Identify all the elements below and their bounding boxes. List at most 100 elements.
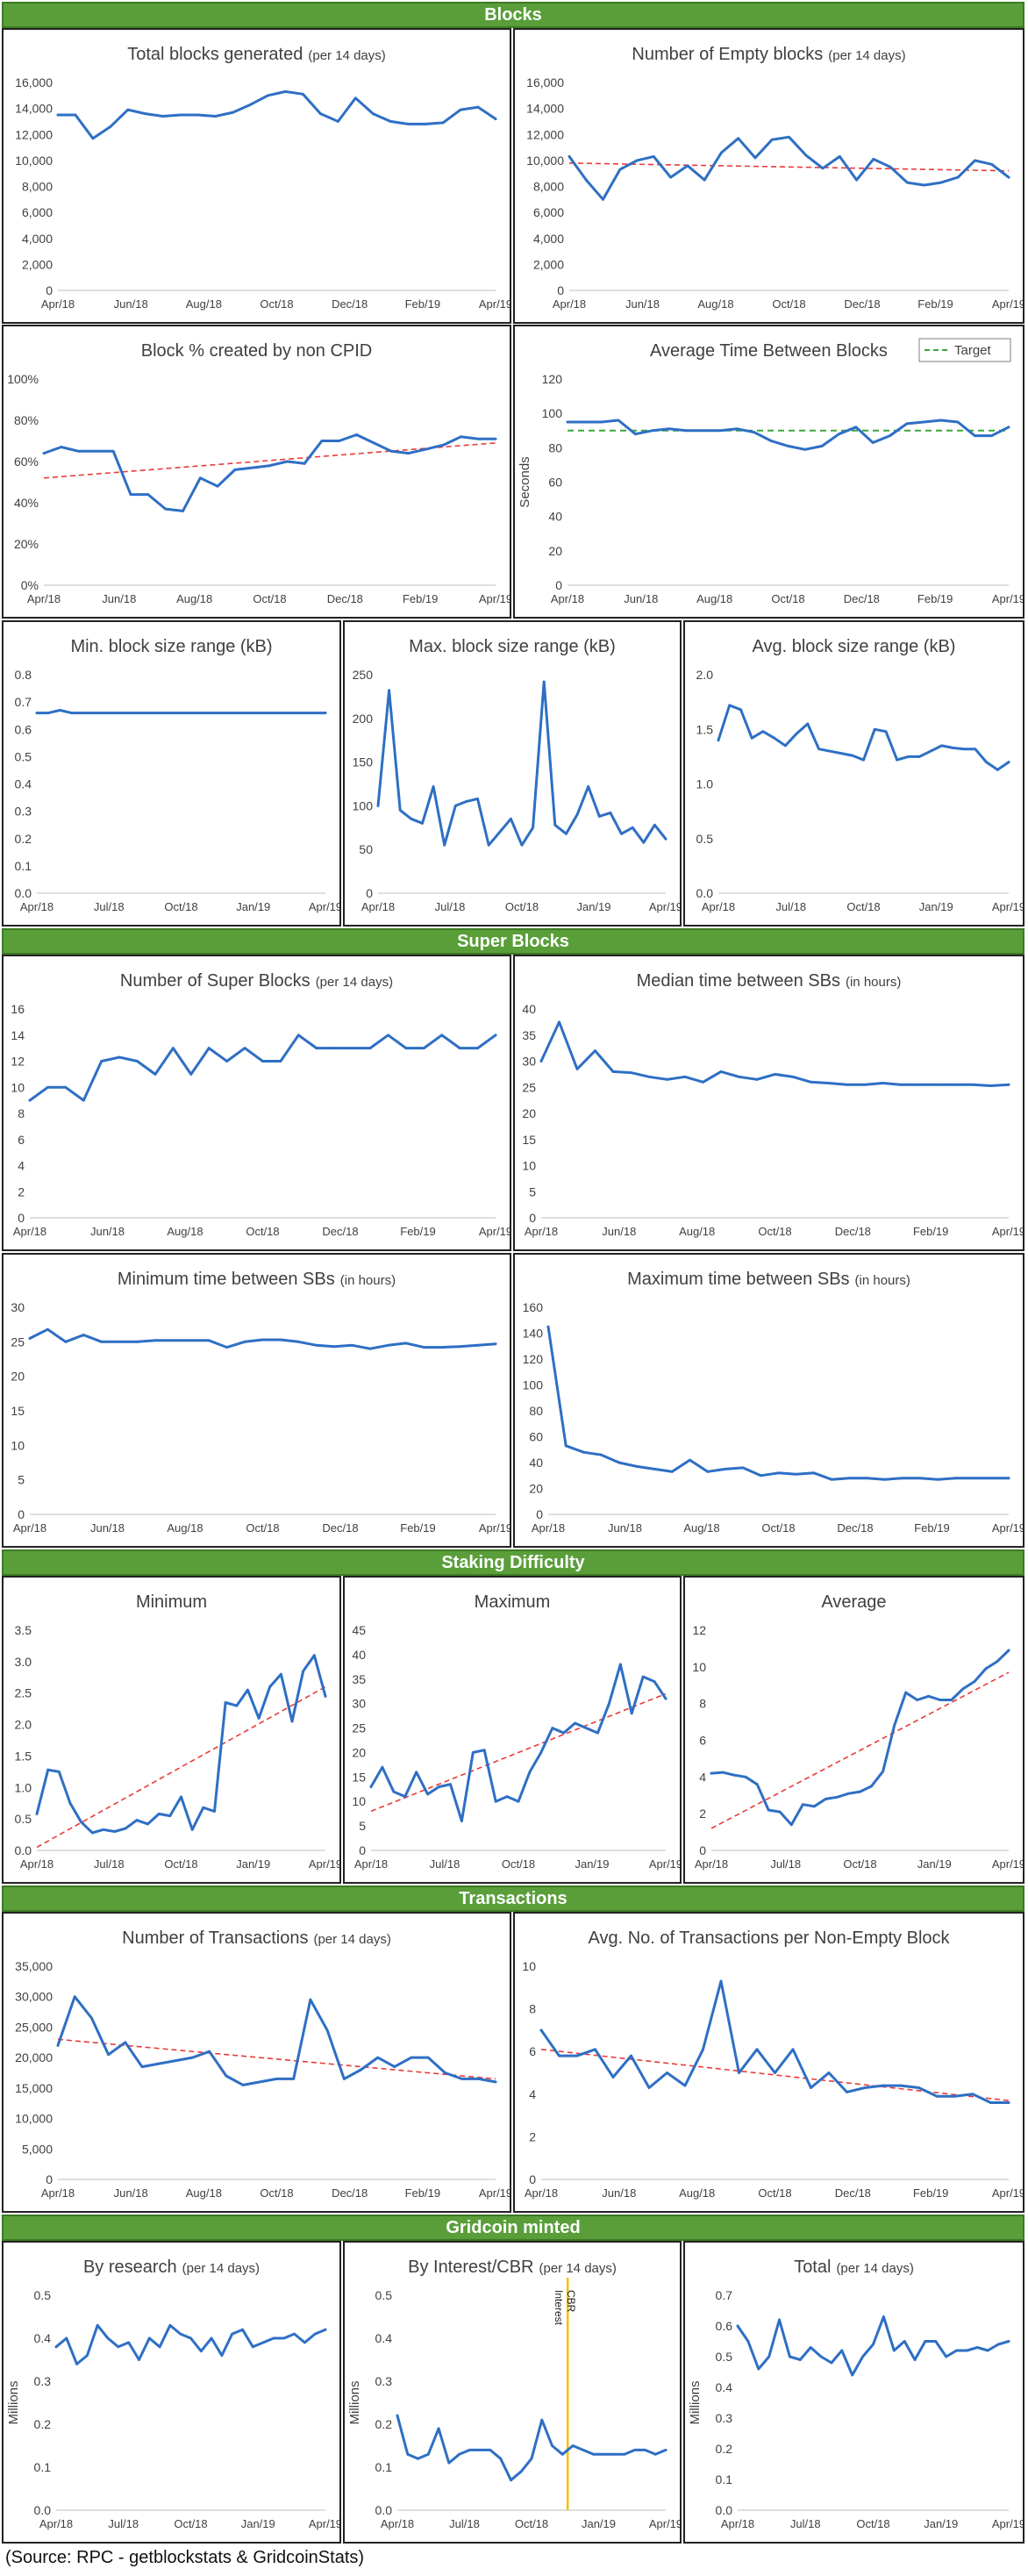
data-point	[929, 749, 932, 753]
data-point	[301, 712, 304, 714]
y-tick-label: 6	[18, 1133, 25, 1147]
data-point	[736, 2324, 739, 2328]
y-tick-label: 15	[522, 1133, 536, 1147]
data-point	[124, 2041, 127, 2044]
data-point	[56, 113, 60, 117]
data-point	[410, 817, 413, 820]
data-point	[630, 1712, 633, 1715]
data-point	[302, 92, 304, 96]
x-tick-label: Oct/18	[758, 1225, 791, 1238]
x-tick-label: Dec/18	[327, 592, 363, 605]
data-point	[261, 2341, 265, 2344]
data-point	[985, 761, 988, 763]
data-point	[859, 1790, 861, 1793]
data-point	[738, 1075, 740, 1078]
chart-title: By Interest/CBR (per 14 days)	[408, 2258, 617, 2277]
y-tick-label: 0.7	[15, 695, 32, 709]
y-tick-label: 4,000	[22, 232, 53, 246]
chart-staking-min: Minimum 0.0 0.5 1.0 1.5 2.0 2.5 3.0 3.5 Apr/18 Jul…	[2, 1576, 341, 1884]
data-point	[532, 826, 535, 829]
y-tick-label: 0.5	[15, 749, 32, 763]
y-tick-label: 2	[529, 2129, 536, 2143]
data-point	[996, 1660, 999, 1663]
data-point	[855, 178, 858, 182]
data-point	[617, 419, 620, 422]
data-point	[602, 2452, 605, 2456]
data-point	[189, 2336, 192, 2340]
x-tick-label: Apr/19	[992, 592, 1023, 605]
data-point	[139, 712, 142, 714]
data-point	[791, 1075, 795, 1078]
data-point	[407, 452, 410, 454]
data-point	[257, 1717, 261, 1720]
data-point	[104, 712, 108, 714]
chart-title: Block % created by non CPID	[141, 341, 372, 361]
data-point	[905, 181, 909, 184]
x-tick-label: Apr/19	[479, 2186, 510, 2200]
data-point	[702, 2048, 704, 2051]
data-point	[360, 2068, 362, 2072]
data-point	[753, 431, 756, 434]
data-point	[116, 712, 119, 714]
data-point	[410, 2056, 413, 2059]
data-point	[571, 2444, 575, 2447]
data-point	[494, 2080, 497, 2084]
data-point	[342, 2078, 346, 2080]
chart-title: Number of Transactions (per 14 days)	[122, 1928, 391, 1948]
y-tick-label: 140	[523, 1327, 544, 1341]
data-point	[582, 420, 586, 424]
data-point	[65, 2336, 68, 2340]
x-tick-label: Jun/18	[102, 592, 136, 605]
y-tick-label: 8	[529, 2002, 536, 2016]
data-point	[630, 2054, 632, 2057]
data-point	[951, 747, 954, 749]
x-tick-label: Feb/19	[403, 592, 438, 605]
data-point	[127, 2341, 131, 2344]
x-tick-label: Apr/19	[649, 900, 680, 913]
data-point	[387, 1034, 389, 1037]
data-point	[477, 2078, 481, 2080]
y-tick-label: 0.1	[15, 859, 32, 873]
data-point	[820, 444, 824, 447]
data-point	[801, 1803, 804, 1807]
data-point	[246, 1688, 249, 1692]
data-point	[388, 689, 391, 692]
data-point	[324, 712, 327, 714]
y-tick-label: 5	[529, 1184, 536, 1199]
y-tick-label: 40%	[14, 496, 39, 510]
data-point	[196, 712, 200, 714]
data-point	[403, 1795, 407, 1799]
data-point	[441, 121, 445, 125]
data-point	[562, 1731, 566, 1735]
data-point	[207, 1339, 211, 1342]
data-point	[889, 434, 891, 438]
data-point	[539, 1751, 543, 1754]
data-point	[892, 2349, 896, 2352]
data-point	[773, 736, 776, 740]
y-tick-label: 0.0	[15, 1843, 32, 1857]
y-tick-label: 0	[18, 1507, 25, 1521]
chart-total-blocks: Total blocks generated (per 14 days) 0 2,00…	[2, 28, 511, 324]
data-point	[594, 2048, 596, 2051]
y-tick-label: 20	[529, 1482, 543, 1496]
data-point	[158, 2345, 161, 2349]
y-tick-label: 10	[11, 1438, 25, 1452]
y-tick-label: 0.1	[716, 2472, 733, 2487]
trend-line	[43, 442, 496, 479]
x-tick-label: Oct/18	[174, 2517, 207, 2530]
y-tick-label: 0	[18, 1211, 25, 1225]
series-line	[28, 1034, 497, 1102]
y-tick-label: 0.2	[716, 2442, 733, 2456]
data-point	[821, 167, 825, 170]
data-point	[70, 712, 73, 714]
data-point	[846, 2090, 848, 2093]
data-point	[956, 420, 960, 424]
data-point	[670, 1470, 674, 1473]
data-point	[647, 1075, 651, 1078]
data-point	[191, 2056, 194, 2059]
y-tick-label: 30	[352, 1697, 366, 1711]
x-tick-label: Apr/19	[649, 2517, 680, 2530]
data-point	[392, 1790, 396, 1793]
data-point	[1007, 1649, 1010, 1652]
data-point	[819, 2355, 823, 2358]
